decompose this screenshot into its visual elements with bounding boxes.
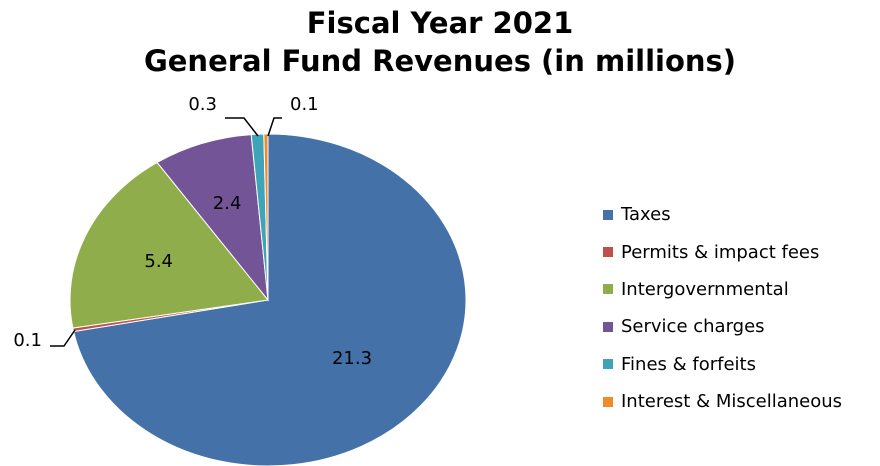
legend-swatch bbox=[603, 396, 613, 407]
legend-swatch bbox=[603, 321, 613, 332]
data-label: 21.3 bbox=[332, 348, 372, 369]
legend-label: Intergovernmental bbox=[621, 278, 789, 300]
legend-item: Intergovernmental bbox=[603, 271, 842, 308]
legend-item: Interest & Miscellaneous bbox=[603, 383, 842, 420]
legend-item: Fines & forfeits bbox=[603, 346, 842, 383]
data-label: 0.1 bbox=[290, 94, 319, 115]
pie-slice-service-charges bbox=[156, 134, 269, 302]
legend-swatch bbox=[603, 209, 613, 220]
legend-label: Taxes bbox=[621, 204, 671, 226]
data-label: 5.4 bbox=[144, 251, 173, 272]
legend-item: Taxes bbox=[603, 196, 842, 233]
chart-title-line1: Fiscal Year 2021 bbox=[306, 6, 574, 40]
leader-line bbox=[267, 117, 282, 137]
legend-item: Permits & impact fees bbox=[603, 233, 842, 270]
pie-slice-taxes bbox=[72, 133, 467, 466]
legend-label: Interest & Miscellaneous bbox=[621, 391, 843, 413]
legend-swatch bbox=[603, 247, 613, 258]
legend-label: Permits & impact fees bbox=[621, 241, 820, 263]
chart-legend: Taxes Permits & impact fees Intergovernmen… bbox=[603, 196, 842, 420]
legend-swatch bbox=[603, 284, 613, 295]
leader-line bbox=[225, 117, 259, 137]
data-label: 0.1 bbox=[13, 330, 42, 351]
legend-label: Service charges bbox=[621, 316, 765, 338]
legend-item: Service charges bbox=[603, 308, 842, 345]
data-label: 2.4 bbox=[213, 193, 242, 214]
chart-title: Fiscal Year 2021 General Fund Revenues (… bbox=[0, 4, 880, 80]
leader-line bbox=[50, 329, 76, 347]
data-label: 0.3 bbox=[188, 94, 217, 115]
chart-subtitle: General Fund Revenues (in millions) bbox=[143, 44, 737, 78]
legend-swatch bbox=[603, 359, 613, 370]
legend-label: Fines & forfeits bbox=[621, 353, 756, 375]
pie-slice-intergovernmental bbox=[69, 161, 269, 329]
